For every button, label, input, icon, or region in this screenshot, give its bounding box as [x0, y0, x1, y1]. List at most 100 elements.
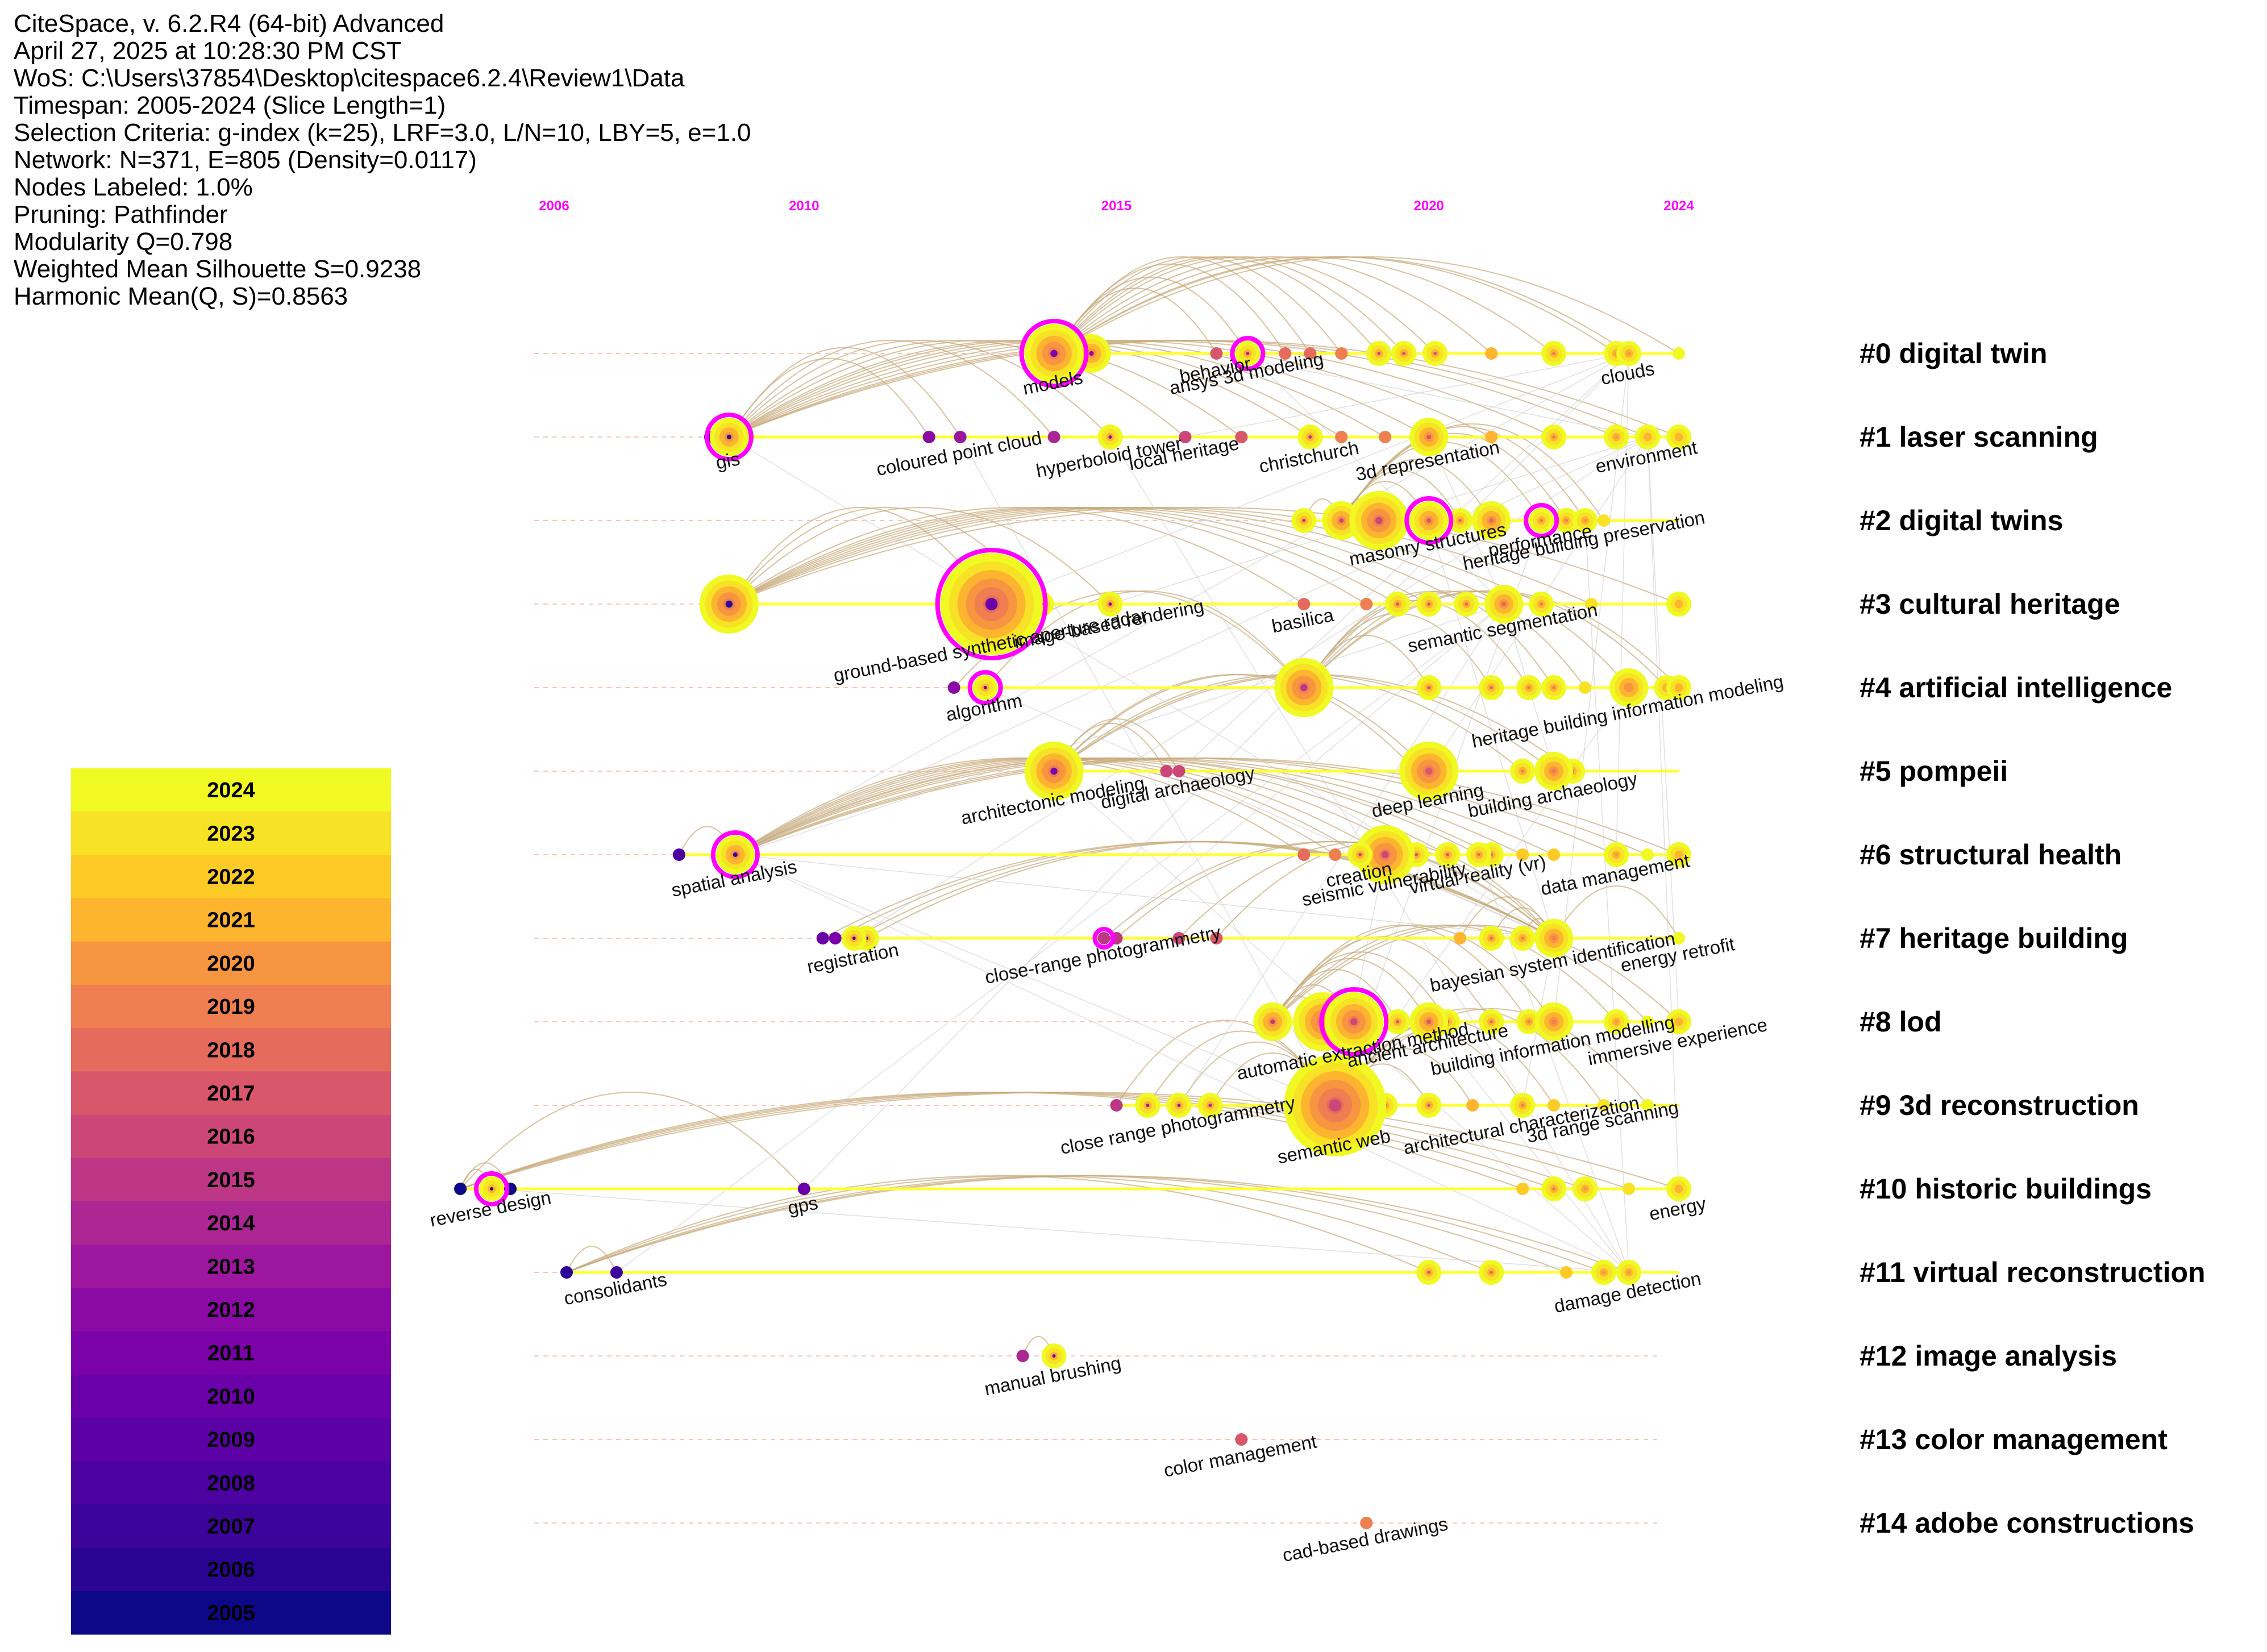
legend-swatch	[71, 768, 391, 812]
node-core	[490, 1187, 494, 1191]
info-line: Weighted Mean Silhouette S=0.9238	[14, 255, 422, 283]
node-core	[1565, 519, 1569, 522]
citation-arc	[1303, 590, 1629, 688]
legend-year-label: 2016	[207, 1125, 255, 1149]
citation-arc	[1053, 256, 1311, 354]
node-ring	[1300, 601, 1307, 607]
minor-node	[1253, 1002, 1292, 1041]
minor-node	[1541, 675, 1567, 700]
legend-swatch	[71, 812, 391, 855]
node-ring	[1282, 350, 1288, 357]
cluster-label: #10 historic buildings	[1860, 1173, 2152, 1205]
minor-node	[1422, 341, 1448, 366]
citation-arc	[729, 507, 992, 605]
legend-year-label: 2009	[207, 1428, 255, 1452]
minor-node	[1416, 592, 1442, 617]
keyword-node	[1409, 418, 1449, 456]
year-tick-label: 2010	[789, 198, 819, 214]
keyword-node	[1635, 425, 1661, 450]
cross-cluster-link	[1584, 520, 1629, 1273]
node-core	[1489, 518, 1494, 523]
node-ring	[1332, 851, 1338, 858]
keyword-node	[1230, 336, 1266, 371]
cross-cluster-link	[1216, 353, 1648, 438]
year-tick-label: 2015	[1101, 198, 1132, 214]
cluster-label: #0 digital twin	[1860, 338, 2048, 369]
centrality-ring	[1092, 927, 1116, 950]
keyword-node	[1609, 668, 1649, 707]
year-tick-label: 2006	[539, 198, 569, 214]
node-core	[1490, 1020, 1494, 1023]
node-core	[1465, 602, 1469, 606]
legend-swatch	[71, 898, 391, 942]
node-ring	[1163, 768, 1170, 775]
node-core	[1108, 435, 1112, 439]
node-ring	[1338, 350, 1345, 357]
node-ring	[832, 935, 839, 942]
centrality-ring	[1230, 336, 1266, 371]
cluster-label: #3 cultural heritage	[1860, 588, 2120, 620]
keyword-node	[1534, 752, 1574, 790]
legend-year-label: 2024	[207, 779, 255, 802]
node-core	[1540, 602, 1544, 606]
minor-node	[1447, 508, 1473, 533]
minor-node	[1479, 926, 1504, 951]
legend-swatch	[71, 1547, 391, 1592]
citation-arc	[1334, 1008, 1604, 1106]
citation-arc	[1272, 925, 1529, 1022]
legend-year-label: 2005	[207, 1601, 255, 1625]
citation-arc	[866, 841, 1554, 939]
minor-node	[1416, 675, 1442, 700]
minor-node	[1274, 658, 1334, 717]
legend-year-label: 2010	[207, 1385, 255, 1409]
legend-year-label: 2017	[207, 1082, 255, 1106]
minor-node	[1210, 932, 1223, 944]
minor-node	[1416, 1093, 1442, 1118]
info-line: April 27, 2025 at 10:28:30 PM CST	[14, 37, 402, 65]
minor-node	[1516, 1009, 1542, 1034]
node-core	[1415, 853, 1419, 856]
node-core	[1551, 1019, 1557, 1025]
node-core	[1521, 937, 1525, 940]
minor-node	[1641, 1016, 1654, 1028]
legend-year-label: 2014	[207, 1212, 255, 1235]
node-core	[1602, 1271, 1606, 1274]
cross-cluster-link	[1428, 520, 1554, 939]
node-ring	[1582, 684, 1588, 691]
keyword-node	[1360, 1517, 1373, 1529]
node-core	[1677, 853, 1681, 856]
minor-node	[1366, 341, 1392, 366]
node-core	[1425, 767, 1433, 775]
minor-node	[1235, 431, 1248, 443]
minor-node	[1172, 932, 1186, 944]
node-core	[1302, 519, 1306, 522]
node-core	[1427, 686, 1431, 689]
node-core	[1052, 1354, 1056, 1358]
legend-year-label: 2011	[207, 1342, 254, 1366]
node-core	[1490, 1271, 1494, 1274]
minor-node	[1529, 592, 1554, 617]
minor-node	[1541, 1176, 1567, 1201]
node-ring	[1363, 601, 1370, 607]
keyword-node	[1510, 1093, 1536, 1118]
node-ring	[1238, 1436, 1245, 1443]
minor-node	[1591, 1260, 1617, 1285]
keyword-node	[1409, 1002, 1449, 1041]
minor-node	[1554, 508, 1579, 533]
node-core	[1382, 851, 1389, 859]
cross-cluster-link	[1647, 436, 1679, 1022]
cluster-label: #12 image analysis	[1860, 1340, 2117, 1372]
cross-cluster-link	[1247, 353, 1504, 605]
legend-swatch	[71, 1028, 391, 1072]
citation-arc	[566, 1175, 1629, 1273]
node-ring	[1488, 350, 1495, 357]
year-axis: 2006 2010 2015 2020 2024	[539, 198, 1694, 214]
legend-year-label: 2015	[207, 1168, 255, 1192]
node-core	[1551, 935, 1557, 941]
cluster-label: #6 structural health	[1860, 839, 2122, 871]
minor-node	[1516, 675, 1542, 700]
legend-swatch	[71, 1504, 391, 1549]
cross-cluster-link	[492, 1188, 1629, 1273]
node-core	[1458, 519, 1462, 522]
